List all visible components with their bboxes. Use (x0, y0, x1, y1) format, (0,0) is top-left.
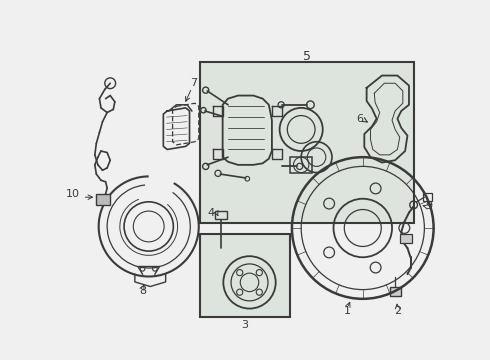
Text: 6: 6 (356, 114, 363, 123)
Text: 2: 2 (394, 306, 401, 316)
Text: 7: 7 (190, 78, 197, 88)
Text: 8: 8 (139, 286, 146, 296)
Text: 1: 1 (344, 306, 351, 316)
Bar (215, 211, 227, 219)
Bar (97, 194, 110, 205)
Text: 9: 9 (425, 202, 433, 211)
Text: 3: 3 (242, 320, 248, 330)
Bar (291, 157, 312, 172)
Text: 5: 5 (302, 50, 311, 63)
Text: 10: 10 (66, 189, 80, 199)
Text: 4: 4 (208, 208, 215, 217)
Bar (400, 234, 412, 243)
Bar (423, 193, 432, 201)
Bar (390, 287, 400, 296)
Bar (199, 234, 291, 317)
Bar (199, 62, 414, 222)
